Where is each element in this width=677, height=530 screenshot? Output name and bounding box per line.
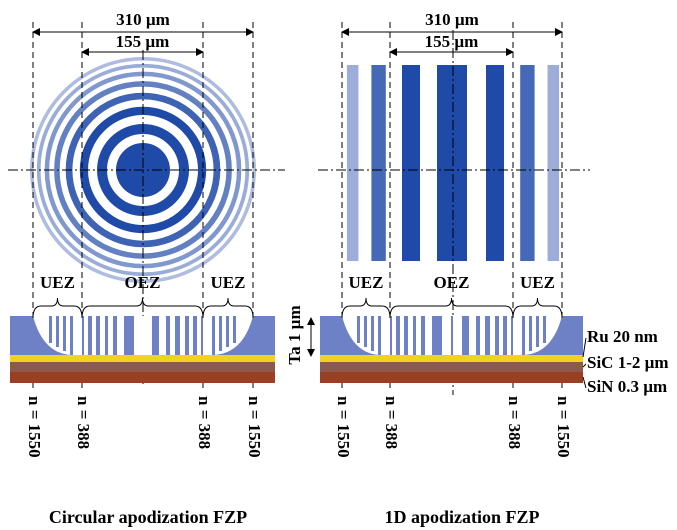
leader-line xyxy=(582,376,587,389)
zone-index-label: n = 1550 xyxy=(554,396,573,458)
zone-slit xyxy=(529,316,532,351)
zone-slit xyxy=(543,316,546,343)
zone-slit xyxy=(92,316,96,355)
panel: 310 µm 155 µm UEZ OEZ UEZ n = 1550 n = 388 n = … xyxy=(318,10,590,527)
zone-slit xyxy=(425,316,432,355)
zone-brace xyxy=(32,297,83,319)
leader-line xyxy=(582,337,587,358)
zone-label: OEZ xyxy=(125,273,161,292)
zone-stripe xyxy=(547,65,560,261)
zone-label: UEZ xyxy=(520,273,555,292)
zone-stripe xyxy=(371,65,386,261)
zone-slit xyxy=(189,316,193,355)
sin-layer xyxy=(320,372,583,383)
zone-slit xyxy=(536,316,539,347)
zone-slit xyxy=(84,316,88,355)
layer-label: SiC 1-2 µm xyxy=(587,353,669,372)
layer-label: Ta 1 µm xyxy=(285,305,304,364)
zone-slit xyxy=(364,316,367,347)
zone-slit xyxy=(408,316,413,355)
zone-slit xyxy=(219,316,222,351)
zone-index-label: n = 1550 xyxy=(334,396,353,458)
zone-slit xyxy=(469,316,476,355)
zone-slit xyxy=(507,316,511,355)
zone-brace xyxy=(389,297,514,319)
zone-label: OEZ xyxy=(434,273,470,292)
zone-index-label: n = 1550 xyxy=(245,396,264,458)
zone-slit xyxy=(357,316,360,343)
zone-slit xyxy=(63,316,66,351)
zone-slit xyxy=(49,316,52,343)
zone-slit xyxy=(226,316,229,347)
zone-stripe xyxy=(402,65,420,261)
layer-label: SiN 0.3 µm xyxy=(587,377,667,396)
zone-index-label: n = 388 xyxy=(74,396,93,449)
zone-slit xyxy=(197,316,201,355)
zone-slit xyxy=(416,316,421,355)
zone-index-label: n = 388 xyxy=(382,396,401,449)
sin-layer xyxy=(10,372,275,383)
zone-slit xyxy=(143,316,152,355)
zone-index-label: n = 1550 xyxy=(25,396,44,458)
zone-stripe xyxy=(520,65,535,261)
zone-slit xyxy=(453,316,462,355)
zone-stripe xyxy=(486,65,504,261)
zone-slit xyxy=(108,316,113,355)
zone-slit xyxy=(70,316,73,355)
zone-brace xyxy=(81,297,204,319)
zone-label: UEZ xyxy=(40,273,75,292)
zone-label: UEZ xyxy=(211,273,246,292)
layer-label: Ru 20 nm xyxy=(587,327,658,346)
dimension-label: 155 µm xyxy=(116,32,170,51)
sic-layer xyxy=(10,362,275,372)
zone-brace xyxy=(512,297,563,319)
zone-stripe xyxy=(437,65,467,261)
zone-slit xyxy=(212,316,215,355)
ru-layer xyxy=(320,355,583,362)
ru-layer xyxy=(10,355,275,362)
zone-slit xyxy=(100,316,105,355)
zone-slit xyxy=(117,316,124,355)
dimension-label: 310 µm xyxy=(116,10,170,29)
zone-slit xyxy=(159,316,166,355)
zone-slit xyxy=(233,316,236,343)
zone-index-label: n = 388 xyxy=(195,396,214,449)
dimension-label: 310 µm xyxy=(425,10,479,29)
zone-stripe xyxy=(346,65,359,261)
zone-index-label: n = 388 xyxy=(505,396,524,449)
zone-slit xyxy=(56,316,59,347)
zone-slit xyxy=(180,316,185,355)
zone-brace xyxy=(341,297,391,319)
zone-slit xyxy=(442,316,451,355)
zone-slit xyxy=(522,316,525,355)
zone-slit xyxy=(499,316,503,355)
zone-slit xyxy=(490,316,495,355)
sic-layer xyxy=(320,362,583,372)
leader-line xyxy=(582,363,587,368)
caption: Circular apodization FZP xyxy=(49,507,247,527)
zone-label: UEZ xyxy=(349,273,384,292)
zone-slit xyxy=(371,316,374,351)
zone-slit xyxy=(392,316,396,355)
panel: 310 µm 155 µm UEZ OEZ UEZ n = 1550 n = 388 n = … xyxy=(8,10,285,527)
zone-brace xyxy=(202,297,254,319)
zone-slit xyxy=(400,316,404,355)
zone-slit xyxy=(134,316,143,355)
zone-slit xyxy=(378,316,381,355)
caption: 1D apodization FZP xyxy=(384,507,539,527)
dimension-label: 155 µm xyxy=(425,32,479,51)
zone-slit xyxy=(170,316,175,355)
zone-slit xyxy=(480,316,485,355)
